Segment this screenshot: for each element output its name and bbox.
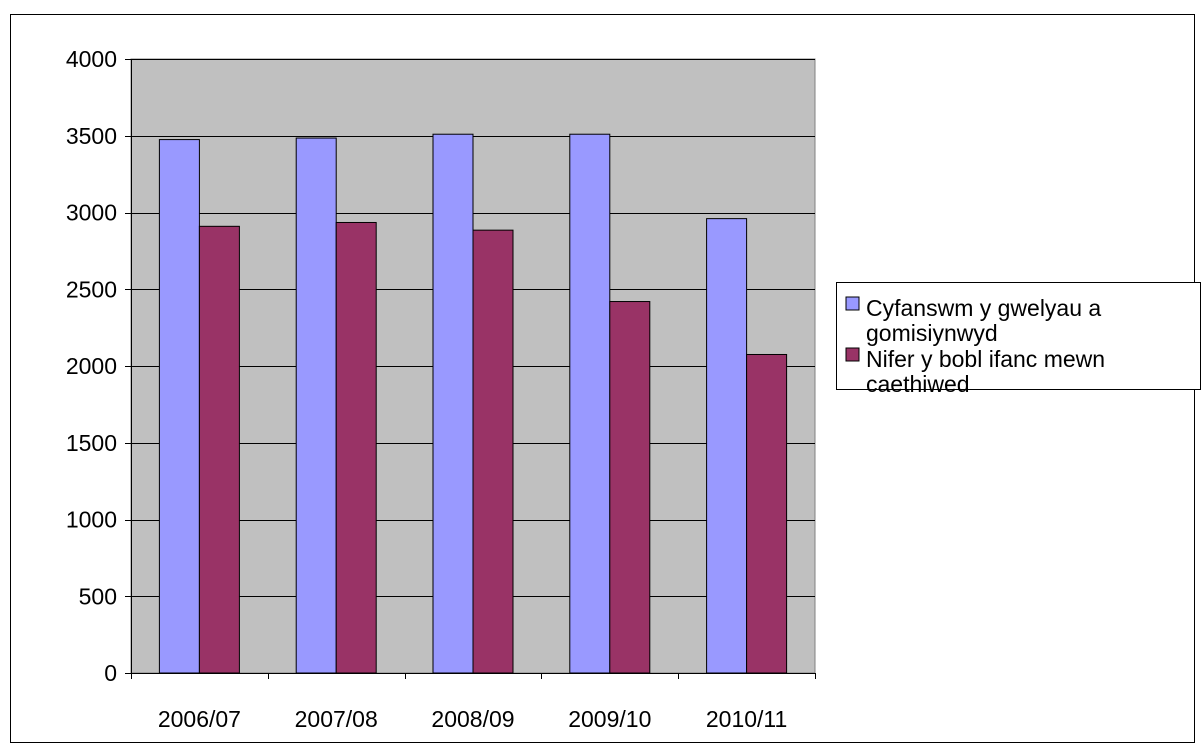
bar-young-people-in-custody-2006-07 (198, 225, 240, 674)
x-tick-label: 2009/10 (568, 706, 651, 732)
bar-young-people-in-custody-2010-11 (746, 353, 788, 674)
bar-young-people-in-custody-2009-10 (609, 301, 651, 674)
axes (125, 59, 816, 679)
y-tick-label: 1000 (66, 507, 117, 533)
legend-label: Nifer y bobl ifanc mewn (866, 346, 1105, 372)
bar-young-people-in-custody-2007-08 (335, 221, 377, 674)
y-tick-label: 500 (79, 583, 117, 609)
y-tick-label: 1500 (66, 430, 117, 456)
x-tick-label: 2007/08 (295, 706, 378, 732)
x-tick-label: 2006/07 (158, 706, 241, 732)
bar-commissioned-beds-2009-10 (569, 133, 611, 674)
y-tick-label: 3000 (66, 200, 117, 226)
y-tick-label: 2500 (66, 276, 117, 302)
y-tick-label: 0 (104, 660, 117, 686)
bar-commissioned-beds-2007-08 (295, 137, 337, 674)
y-tick-labels: 0 500 1000 1500 2000 2500 3000 3500 4000 (66, 46, 117, 686)
legend-label: gomisiynwyd (866, 320, 998, 346)
x-tick-label: 2008/09 (431, 706, 514, 732)
bar-commissioned-beds-2010-11 (706, 218, 748, 674)
y-tick-label: 3500 (66, 123, 117, 149)
legend-swatch-young-people-in-custody (845, 347, 860, 362)
bars (158, 133, 788, 674)
legend-swatch-commissioned-beds (845, 296, 860, 311)
bar-commissioned-beds-2008-09 (432, 133, 474, 674)
x-tick-labels: 2006/07 2007/08 2008/09 2009/10 2010/11 (158, 706, 787, 732)
legend-label: caethiwed (866, 371, 970, 397)
x-tick-label: 2010/11 (706, 706, 787, 732)
y-tick-label: 4000 (66, 46, 117, 72)
y-tick-label: 2000 (66, 353, 117, 379)
bar-young-people-in-custody-2008-09 (472, 229, 514, 674)
legend-label: Cyfanswm y gwelyau a (866, 295, 1101, 321)
bar-commissioned-beds-2006-07 (158, 139, 200, 674)
legend-box (836, 282, 1201, 390)
